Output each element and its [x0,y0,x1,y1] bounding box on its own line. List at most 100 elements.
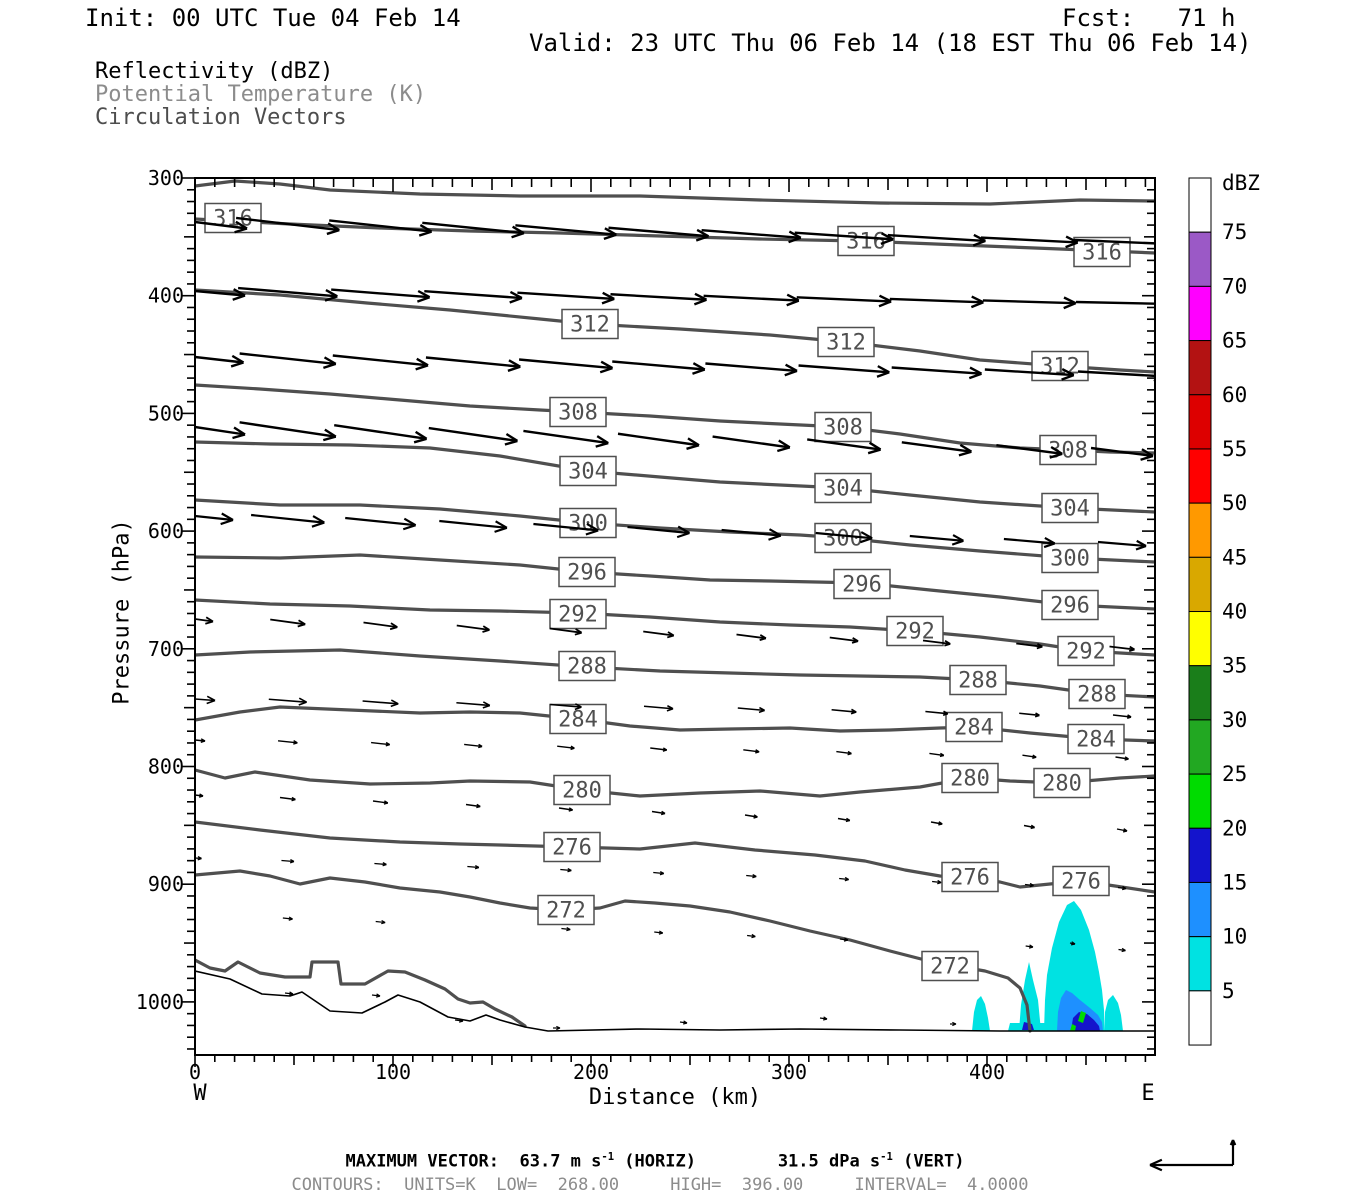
colorbar-tick-label: 15 [1222,870,1247,894]
svg-text:304: 304 [568,460,608,485]
colorbar-segment [1188,177,1212,233]
forecast-hour-label: Fcst: 71 h [1062,4,1236,32]
reflectivity-fill [972,901,1123,1031]
colorbar-tick-label: 35 [1222,654,1247,678]
colorbar-segment [1188,448,1212,504]
colorbar-segment [1188,665,1212,721]
colorbar-segment [1188,231,1212,287]
svg-text:276: 276 [1061,870,1101,895]
colorbar-tick-label: 30 [1222,708,1247,732]
theta-contour-288 [195,648,1155,699]
colorbar-tick-label: 60 [1222,383,1247,407]
theta-contour-304 [195,440,1155,514]
svg-text:304: 304 [823,477,863,502]
svg-text:288: 288 [567,655,607,680]
colorbar-segment [1188,285,1212,342]
circulation-vectors [195,216,1155,1031]
theta-contour-268 [195,958,527,1028]
svg-text:292: 292 [1066,640,1106,665]
plot-frame [194,177,1156,1056]
x-tick-label: 0 [189,1060,201,1084]
colorbar-segment [1188,881,1212,938]
y-tick-label: 800 [148,755,184,779]
colorbar-segment [1188,611,1212,667]
svg-text:280: 280 [950,767,990,792]
y-tick-label: 300 [148,166,184,190]
max-vector-caption: MAXIMUM VECTOR: 63.7 m s-1 (HORIZ) 31.5 … [345,1151,965,1172]
field-label-circulation-vectors: Circulation Vectors [95,105,347,130]
theta-contour-316 [195,217,1155,255]
contours-caption: CONTOURS: UNITS=K LOW= 268.00 HIGH= 396.… [291,1175,1029,1195]
theta-contour-296 [195,553,1155,611]
colorbar-segment [1188,556,1212,613]
y-tick-label: 600 [148,519,184,543]
west-endpoint-label: W [193,1081,207,1106]
colorbar-tick-label: 5 [1222,979,1235,1003]
theta-contour-280 [195,768,1155,798]
svg-text:272: 272 [546,899,586,924]
theta-contour-300 [195,498,1155,564]
svg-text:304: 304 [1050,497,1090,522]
theta-contour-276 [195,820,1155,894]
colorbar-tick-label: 55 [1222,437,1247,461]
axis-ticks [182,177,1155,1067]
svg-text:300: 300 [823,527,863,552]
max-vector-suffix: (VERT) [892,1151,965,1172]
max-vector-vert-text: (HORIZ) 31.5 dPa s [614,1151,881,1172]
colorbar-segment [1188,719,1212,775]
colorbar-segment [1188,936,1212,992]
colorbar-tick-label: 65 [1222,329,1247,353]
svg-text:312: 312 [570,313,610,338]
svg-text:316: 316 [846,230,886,255]
colorbar-segment [1188,990,1212,1046]
colorbar-title: dBZ [1222,171,1260,195]
reference-vector [1149,1139,1237,1172]
svg-text:276: 276 [950,866,990,891]
vert-superscript: -1 [880,1151,893,1163]
svg-text:288: 288 [1077,683,1117,708]
x-axis-title: Distance (km) [588,1085,762,1110]
theta-contour-272 [195,869,1032,1033]
y-axis-title: Pressure (hPa) [109,519,135,705]
theta-contour-284 [195,705,1155,743]
valid-time-label: Valid: 23 UTC Thu 06 Feb 14 (18 EST Thu … [529,29,1252,57]
svg-text:276: 276 [552,836,592,861]
horiz-superscript: -1 [601,1151,615,1163]
svg-text:296: 296 [1050,594,1090,619]
svg-text:308: 308 [1048,439,1088,464]
field-label-reflectivity: Reflectivity (dBZ) [95,59,334,84]
colorbar-segment [1188,340,1212,396]
svg-text:308: 308 [823,416,863,441]
x-tick-label: 200 [573,1060,609,1084]
colorbar-tick-label: 40 [1222,600,1247,624]
colorbar-tick-label: 50 [1222,491,1247,515]
colorbar-tick-label: 45 [1222,545,1247,569]
x-tick-label: 400 [969,1060,1005,1084]
theta-contour-292 [195,598,1155,657]
colorbar-tick-label: 75 [1222,220,1247,244]
svg-text:312: 312 [826,331,866,356]
svg-text:284: 284 [1076,728,1116,753]
axis-tick-labels: 0 100 200 300 400 300 400 500 600 700 800 900 1000 [136,166,1005,1084]
colorbar-segment [1188,502,1212,558]
y-tick-label: 700 [148,637,184,661]
east-endpoint-label: E [1141,1081,1155,1106]
theta-contours [195,179,1155,1033]
theta-contour-308 [195,383,1155,455]
colorbar-segment [1188,827,1212,883]
svg-text:284: 284 [954,716,994,741]
svg-text:292: 292 [558,603,598,628]
colorbar-segment [1188,394,1212,450]
colorbar-tick-label: 10 [1222,925,1247,949]
colorbar-tick-label: 25 [1222,762,1247,786]
x-tick-label: 100 [375,1060,411,1084]
y-tick-label: 900 [148,872,184,896]
svg-text:308: 308 [558,401,598,426]
colorbar-tick-label: 70 [1222,274,1247,298]
theta-contour-320 [195,179,1155,206]
field-label-potential-temperature: Potential Temperature (K) [95,82,427,107]
y-tick-label: 400 [148,284,184,308]
svg-text:280: 280 [562,779,602,804]
